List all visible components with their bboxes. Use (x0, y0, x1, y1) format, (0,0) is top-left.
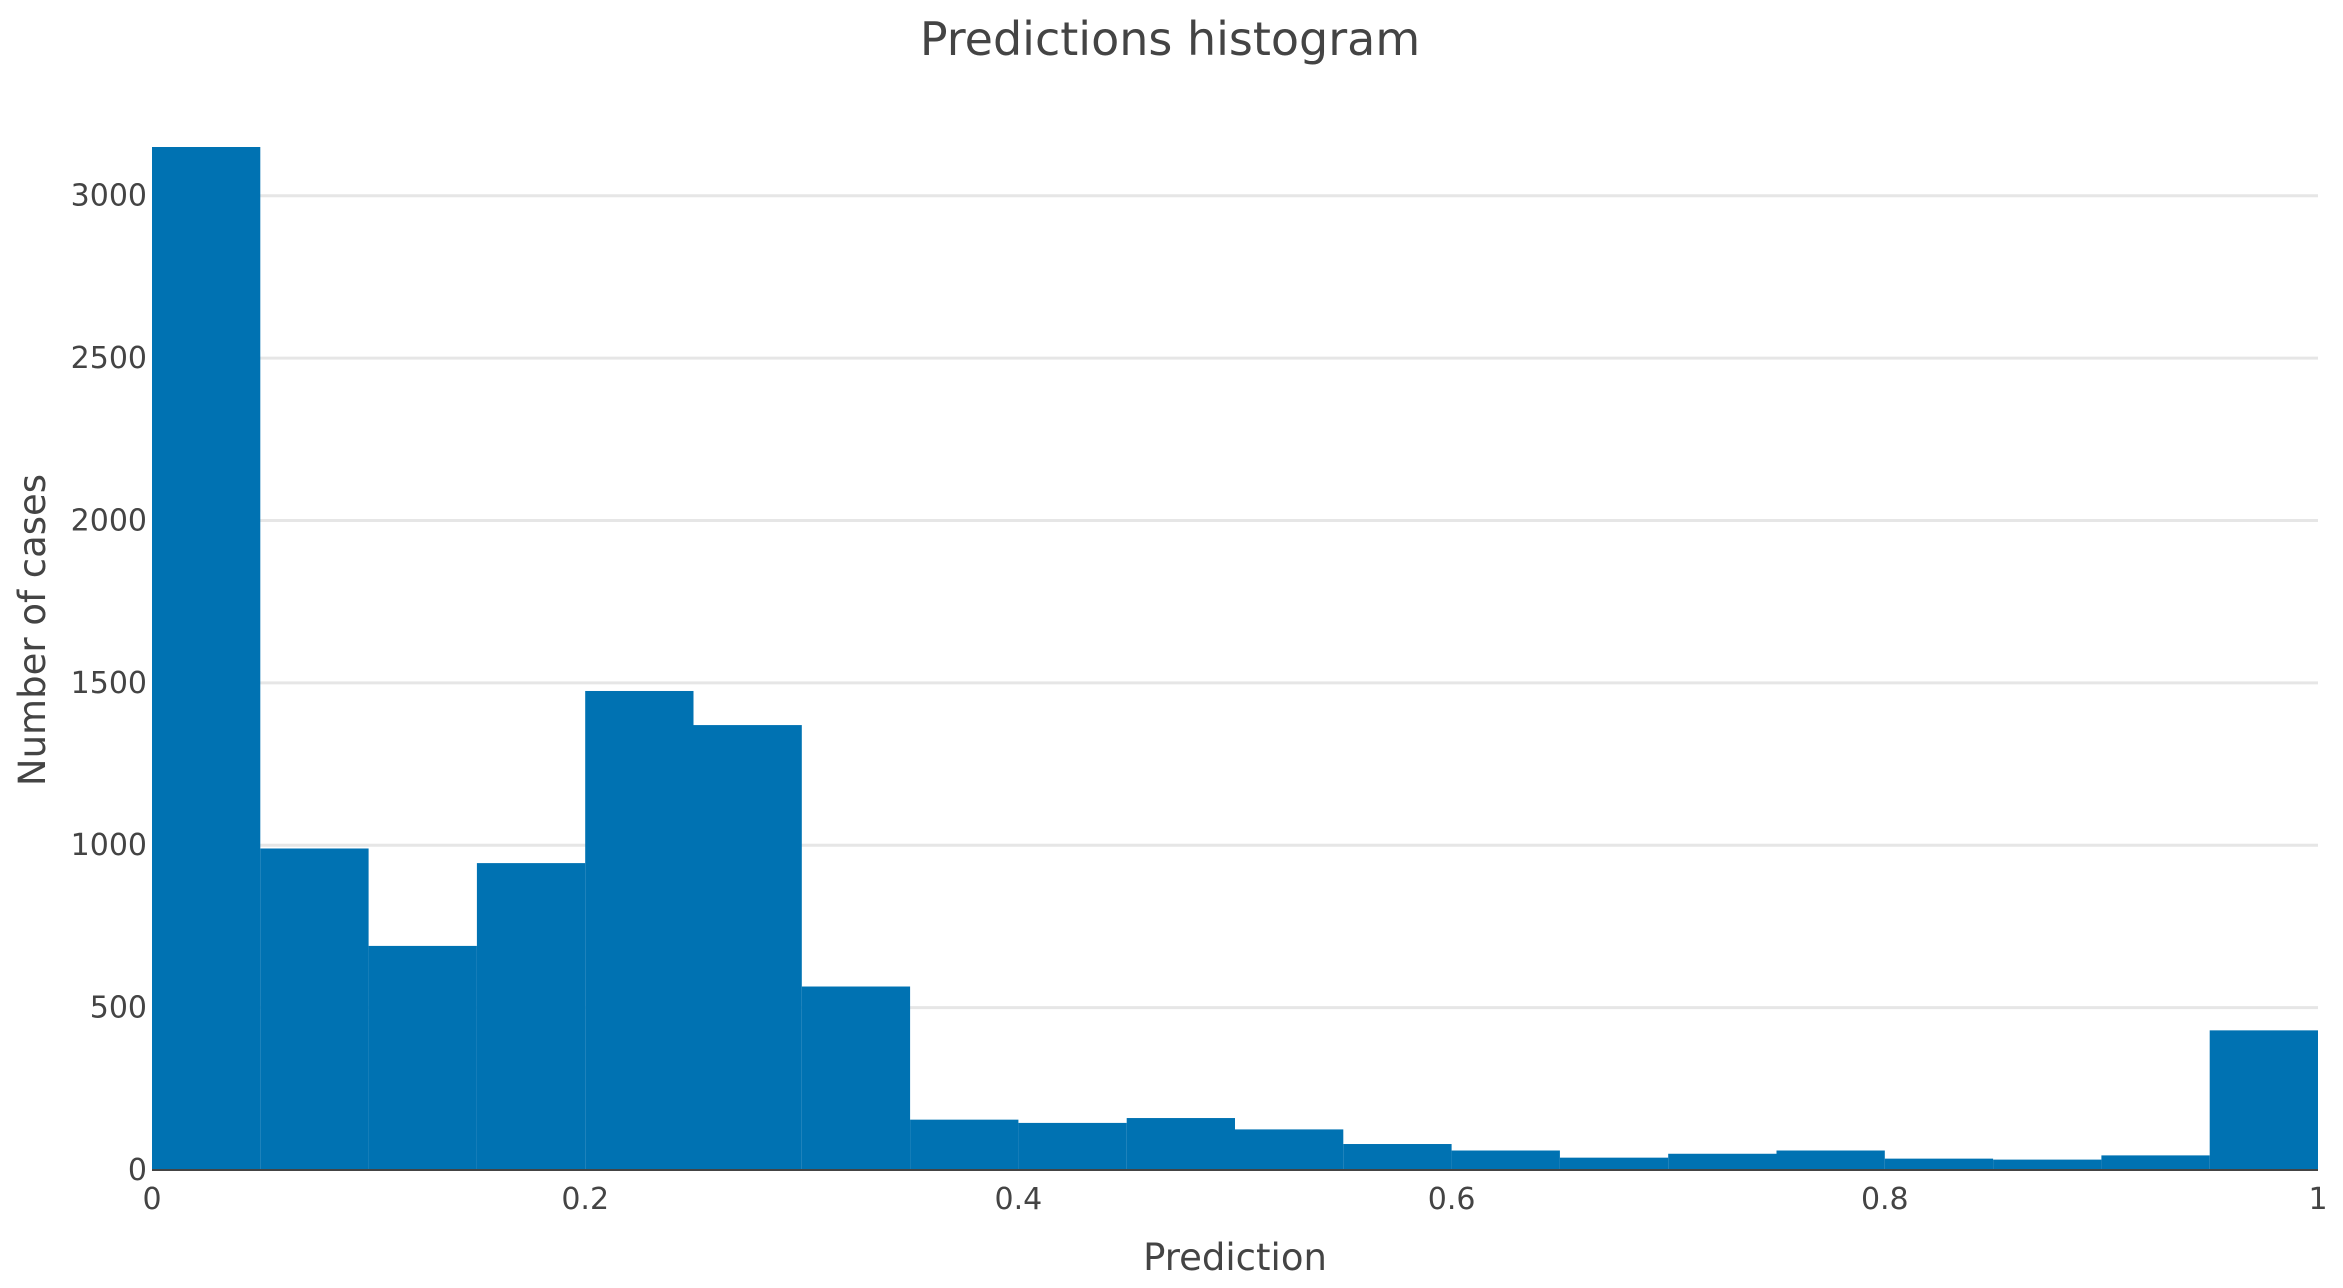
y-tick-label-500: 500 (90, 991, 147, 1026)
histogram-bars (152, 147, 2318, 1170)
histogram-bar-0 (152, 147, 261, 1170)
y-tick-label-2000: 2000 (71, 503, 147, 538)
y-tick-label-1500: 1500 (71, 666, 147, 701)
histogram-bar-2 (368, 945, 477, 1170)
histogram-bar-13 (1559, 1157, 1669, 1170)
y-tick-label-1000: 1000 (71, 828, 147, 863)
histogram-bar-9 (1126, 1118, 1235, 1170)
x-tick-labels: 0 0.2 0.4 0.6 0.8 1 (142, 1182, 2327, 1217)
histogram-bar-3 (476, 863, 586, 1170)
y-axis-label: Number of cases (11, 474, 54, 786)
histogram-bar-7 (910, 1119, 1019, 1170)
y-tick-label-3000: 3000 (71, 179, 147, 214)
histogram-bar-12 (1451, 1150, 1560, 1170)
x-tick-label-0.6: 0.6 (1428, 1182, 1476, 1217)
x-tick-label-0.8: 0.8 (1861, 1182, 1909, 1217)
histogram-bar-18 (2101, 1155, 2210, 1170)
x-tick-label-0: 0 (142, 1182, 161, 1217)
histogram-bar-1 (260, 848, 369, 1170)
histogram-bar-19 (2209, 1030, 2318, 1170)
histogram-bar-17 (1993, 1159, 2102, 1170)
x-tick-label-0.4: 0.4 (995, 1182, 1043, 1217)
x-tick-label-0.2: 0.2 (561, 1182, 609, 1217)
histogram-bar-6 (801, 986, 911, 1170)
histogram-bar-8 (1018, 1122, 1127, 1170)
histogram-bar-10 (1235, 1129, 1344, 1170)
histogram-bar-16 (1884, 1158, 1994, 1170)
histogram-bar-11 (1343, 1144, 1452, 1170)
chart-title: Predictions histogram (920, 12, 1420, 66)
histogram-bar-15 (1776, 1150, 1885, 1170)
histogram-bar-14 (1668, 1153, 1777, 1170)
histogram-bar-4 (585, 690, 694, 1170)
y-gridlines (152, 194, 2318, 1010)
x-tick-label-1: 1 (2308, 1182, 2327, 1217)
histogram-bar-5 (693, 725, 802, 1170)
y-tick-label-2500: 2500 (71, 341, 147, 376)
x-axis-label: Prediction (1143, 1236, 1327, 1279)
y-tick-labels: 0 500 1000 1500 2000 2500 3000 (71, 179, 147, 1188)
y-tick-label-0: 0 (128, 1153, 147, 1188)
